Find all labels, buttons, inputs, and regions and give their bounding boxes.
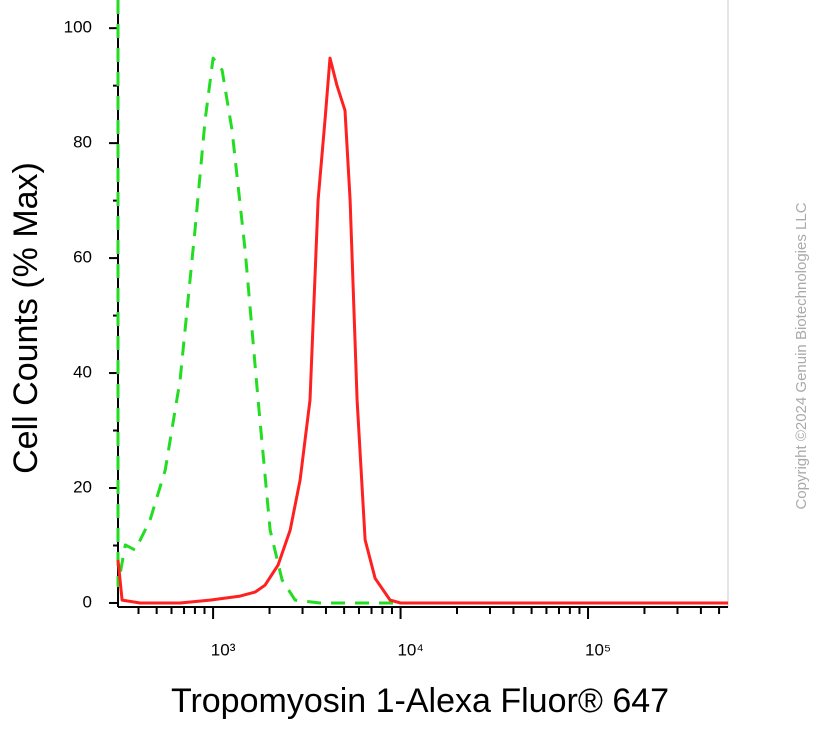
y-tick-label: 60 (73, 248, 92, 267)
histogram-line (116, 0, 728, 605)
y-tick-label: 20 (73, 477, 92, 496)
x-tick-label: 10⁵ (585, 640, 611, 659)
x-tick-label: 10⁴ (397, 640, 423, 659)
x-tick-label: 10³ (211, 640, 236, 659)
x-axis-label: Tropomyosin 1-Alexa Fluor® 647 (171, 682, 669, 720)
y-tick-label: 40 (73, 363, 92, 382)
histogram-line (116, 56, 728, 605)
y-tick-label: 100 (64, 18, 92, 37)
y-axis-label: Cell Counts (% Max) (7, 162, 45, 474)
y-tick-label: 80 (73, 133, 92, 152)
y-tick-label: 0 (83, 592, 92, 611)
copyright: Copyright ©2024 Genuin Biotechnologies L… (793, 202, 810, 509)
